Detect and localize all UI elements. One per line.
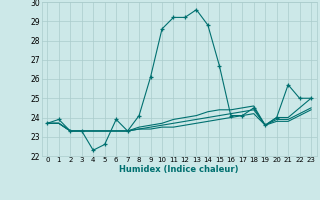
X-axis label: Humidex (Indice chaleur): Humidex (Indice chaleur) <box>119 165 239 174</box>
